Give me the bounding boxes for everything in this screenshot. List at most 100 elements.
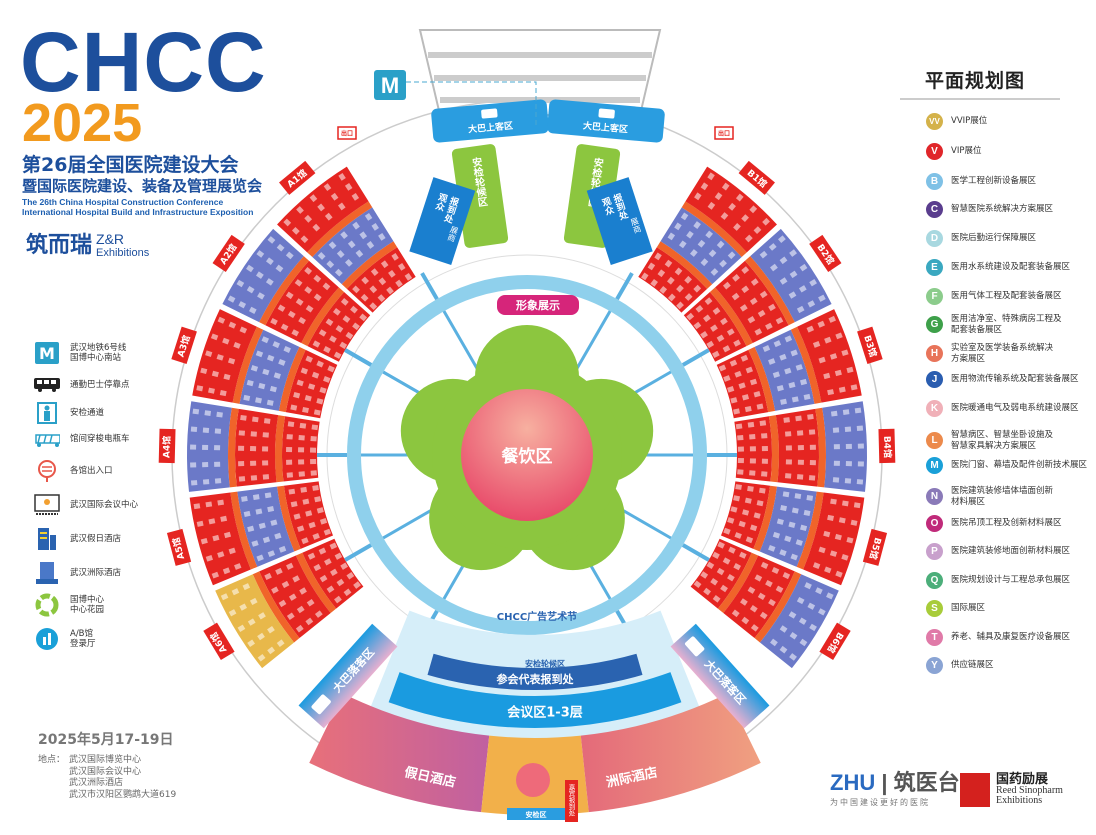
- booth: [250, 460, 257, 466]
- booth: [740, 598, 748, 606]
- booth: [765, 579, 773, 588]
- booth: [722, 557, 731, 565]
- exhibition-hall-a6[interactable]: A6馆: [203, 538, 364, 669]
- exhibition-hall-a1[interactable]: A1馆: [277, 160, 416, 313]
- booth: [296, 605, 305, 614]
- walkway: [681, 543, 710, 562]
- booth: [340, 231, 348, 240]
- booth: [732, 274, 740, 282]
- booth: [842, 409, 850, 415]
- legend-label: 安检通道: [70, 407, 105, 418]
- exhibition-hall-a5[interactable]: A5馆: [166, 481, 334, 586]
- booth: [293, 513, 301, 520]
- booth: [352, 322, 360, 331]
- security-gate-icon: [34, 402, 60, 424]
- security-wait-area[interactable]: 安检轮候区: [451, 143, 509, 248]
- booth: [686, 312, 695, 321]
- booth: [757, 309, 766, 318]
- exit-label: 出口: [718, 130, 730, 138]
- holiday-hotel[interactable]: [309, 693, 490, 813]
- hall-zone: [341, 241, 398, 289]
- exhibition-hall-b2[interactable]: B2馆: [683, 228, 842, 362]
- zone-label: 医用水系统建设及配套装备展区: [951, 262, 1071, 273]
- booth: [749, 524, 758, 532]
- legend-label: 国博中心 中心花园: [70, 594, 105, 615]
- booth: [323, 376, 331, 383]
- booth: [674, 267, 683, 276]
- booth: [788, 291, 797, 299]
- booth: [266, 354, 275, 362]
- booth: [641, 272, 649, 281]
- hall-label-bg: [203, 622, 235, 660]
- bus-pickup-area[interactable]: 大巴上客区: [547, 99, 666, 143]
- booth: [827, 514, 835, 521]
- booth: [238, 461, 245, 467]
- booth: [286, 446, 293, 453]
- booth: [264, 572, 272, 581]
- booth: [749, 297, 758, 305]
- booth: [336, 578, 345, 587]
- dining-area[interactable]: [461, 389, 593, 521]
- booth: [784, 335, 793, 343]
- booth: [674, 222, 682, 231]
- exhibition-hall-a2[interactable]: A2馆: [212, 228, 371, 362]
- conference-label: 会议区1-3层: [507, 705, 583, 721]
- hall-zone: [252, 571, 300, 643]
- exhibition-hall-b5[interactable]: B5馆: [720, 481, 888, 586]
- booth: [741, 214, 749, 223]
- booth: [267, 626, 275, 634]
- booth: [290, 404, 298, 411]
- booth: [845, 443, 852, 449]
- booth: [278, 545, 287, 553]
- booth: [788, 611, 797, 619]
- booth: [710, 577, 719, 586]
- booth: [318, 329, 327, 337]
- booth: [216, 411, 223, 418]
- metro-station[interactable]: M: [374, 70, 537, 125]
- image-display-area[interactable]: [497, 295, 579, 315]
- booth: [704, 297, 713, 305]
- exhibition-hall-a4[interactable]: A4馆: [158, 401, 320, 492]
- booth: [832, 427, 840, 433]
- booth: [694, 192, 702, 201]
- exhibition-hall-a3[interactable]: A3馆: [171, 309, 338, 419]
- booth: [291, 329, 300, 337]
- booth: [762, 345, 771, 353]
- seal-icon: [960, 773, 990, 807]
- booth: [304, 214, 313, 223]
- hall-zone: [815, 407, 827, 488]
- booth: [319, 574, 328, 583]
- booth: [818, 356, 826, 364]
- exhibition-hall-b3[interactable]: B3馆: [716, 309, 883, 419]
- intercontinental-hotel[interactable]: [580, 693, 761, 813]
- booth: [742, 509, 750, 516]
- zone-badge: S: [926, 600, 943, 617]
- booth: [828, 315, 836, 323]
- booth: [727, 251, 736, 260]
- booth: [768, 243, 777, 251]
- booth: [737, 434, 744, 441]
- exhibition-hall-b6[interactable]: B6馆: [690, 538, 851, 669]
- booth: [202, 444, 209, 450]
- conference-area[interactable]: [388, 672, 682, 728]
- booth: [258, 382, 266, 390]
- delegate-registration[interactable]: [427, 653, 643, 691]
- bus-pickup-area[interactable]: 大巴上客区: [431, 99, 550, 143]
- zone-label: 医学工程创新设备展区: [951, 176, 1037, 187]
- booth: [795, 539, 803, 546]
- vip-registration[interactable]: [565, 780, 578, 822]
- booth: [741, 616, 750, 625]
- exhibition-hall-b4[interactable]: B4馆: [734, 401, 896, 492]
- booth: [302, 498, 310, 505]
- zone-badge: O: [926, 515, 943, 532]
- booth: [312, 533, 320, 540]
- booth: [300, 367, 309, 375]
- booth: [773, 340, 782, 348]
- booth: [288, 593, 297, 601]
- booth: [707, 172, 715, 181]
- exhibition-hall-b1[interactable]: B1馆: [638, 160, 777, 313]
- booth: [806, 325, 815, 333]
- booth: [807, 602, 816, 610]
